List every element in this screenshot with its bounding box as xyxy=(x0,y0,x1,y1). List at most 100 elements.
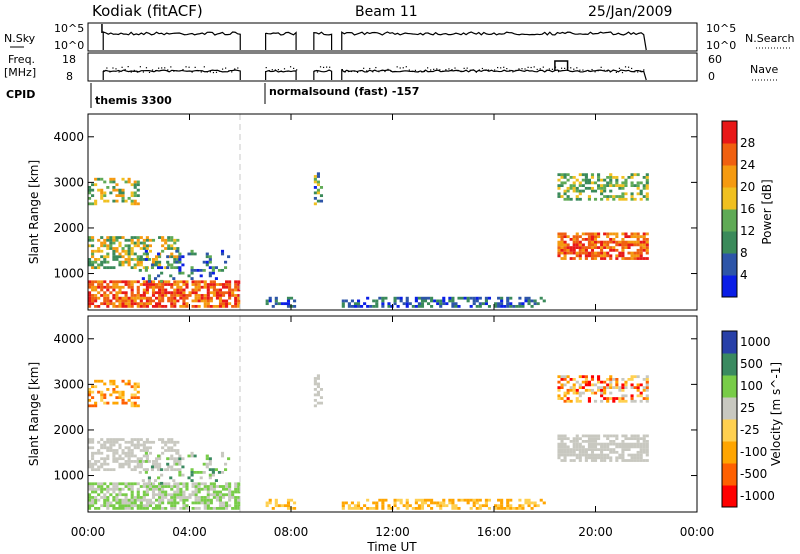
power-cell xyxy=(581,189,585,193)
velocity-cell xyxy=(575,380,579,384)
velocity-cell xyxy=(182,493,186,497)
power-cell xyxy=(115,283,119,286)
power-cell xyxy=(121,249,125,253)
power-cell xyxy=(603,232,607,236)
velocity-cell xyxy=(603,386,607,389)
velocity-cell xyxy=(569,388,573,392)
velocity-cell xyxy=(503,506,507,510)
power-cell xyxy=(612,232,616,236)
velocity-cell xyxy=(578,450,582,454)
velocity-cell xyxy=(127,504,131,508)
power-cell xyxy=(645,237,649,241)
velocity-cell xyxy=(414,501,418,505)
velocity-cell xyxy=(313,388,317,391)
power-cell xyxy=(289,296,294,300)
power-cell xyxy=(103,294,107,297)
velocity-cell xyxy=(237,504,241,508)
velocity-cell xyxy=(161,485,165,488)
power-cell xyxy=(124,180,128,184)
nave-point xyxy=(347,70,350,73)
velocity-cell xyxy=(88,446,92,450)
power-cell xyxy=(621,257,625,260)
power-cell xyxy=(563,232,567,236)
velocity-cell xyxy=(518,498,522,502)
power-cell xyxy=(91,194,95,198)
power-cell xyxy=(161,244,165,248)
velocity-cell xyxy=(97,465,101,469)
velocity-cell xyxy=(127,454,131,458)
velocity-cell xyxy=(194,485,198,488)
nave-point xyxy=(631,67,633,70)
velocity-cell xyxy=(381,506,385,510)
power-cell xyxy=(160,271,164,275)
velocity-cell xyxy=(150,465,155,469)
velocity-cell xyxy=(103,501,107,505)
velocity-cell xyxy=(521,506,525,510)
velocity-cell xyxy=(91,462,95,466)
power-cell xyxy=(347,302,351,306)
velocity-cell xyxy=(167,498,171,502)
power-cell xyxy=(91,288,95,292)
velocity-cell xyxy=(639,399,643,403)
colorbar-swatch xyxy=(722,165,737,188)
velocity-cell xyxy=(575,399,579,403)
velocity-cell xyxy=(405,498,409,502)
velocity-cell xyxy=(124,454,128,458)
power-cell xyxy=(154,291,159,295)
velocity-cell xyxy=(615,380,619,384)
velocity-cell xyxy=(106,468,110,472)
velocity-cell xyxy=(593,456,598,460)
nave-point xyxy=(127,66,129,68)
power-cell xyxy=(88,299,92,303)
velocity-cell xyxy=(147,460,151,463)
velocity-cell xyxy=(202,462,206,466)
power-cell xyxy=(642,237,646,241)
velocity-cell xyxy=(158,504,162,508)
velocity-cell xyxy=(356,501,361,505)
velocity-cell xyxy=(218,498,223,502)
power-cell xyxy=(194,283,198,286)
power-cell xyxy=(158,304,162,308)
power-cell xyxy=(182,304,186,308)
power-cell xyxy=(167,299,171,303)
power-cell xyxy=(197,299,201,303)
power-cell xyxy=(88,236,92,239)
date-title: 25/Jan/2009 xyxy=(588,4,672,20)
power-cell xyxy=(636,237,640,241)
velocity-cell xyxy=(136,487,140,491)
velocity-cell xyxy=(347,504,351,508)
power-cell xyxy=(457,304,461,308)
power-cell xyxy=(160,266,164,270)
velocity-cell xyxy=(191,501,195,505)
velocity-cell xyxy=(206,504,210,508)
velocity-cell xyxy=(142,504,146,508)
velocity-cell xyxy=(375,501,379,505)
velocity-cell xyxy=(500,504,504,508)
power-cell xyxy=(151,238,156,242)
velocity-cell xyxy=(148,487,152,491)
power-cell xyxy=(575,195,579,198)
nave-point xyxy=(399,67,401,69)
power-cell xyxy=(587,235,591,239)
velocity-cell xyxy=(151,496,156,499)
velocity-cell xyxy=(203,506,207,510)
nave-point xyxy=(509,69,511,72)
velocity-cell xyxy=(445,504,449,508)
power-cell xyxy=(88,302,92,306)
power-cell xyxy=(127,296,131,300)
velocity-cell xyxy=(151,485,156,488)
velocity-cell xyxy=(228,490,232,494)
power-cell xyxy=(405,304,409,308)
power-cell xyxy=(274,299,278,303)
velocity-cell xyxy=(151,506,156,510)
velocity-cell xyxy=(642,442,646,446)
power-cell xyxy=(112,252,116,256)
power-cell xyxy=(417,302,421,306)
power-cell xyxy=(587,186,591,190)
power-cell xyxy=(618,184,622,187)
velocity-cell xyxy=(112,496,116,499)
power-cell xyxy=(142,238,146,242)
velocity-cell xyxy=(293,506,297,510)
velocity-cell xyxy=(618,445,622,449)
velocity-cell xyxy=(630,442,634,446)
